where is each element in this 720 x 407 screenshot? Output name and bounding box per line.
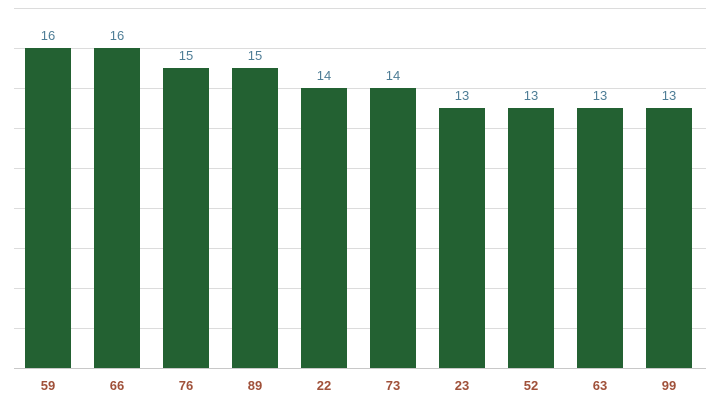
- value-label: 14: [386, 68, 400, 83]
- value-label: 15: [248, 48, 262, 63]
- x-tick-label: 73: [386, 378, 400, 393]
- x-tick-label: 99: [662, 378, 676, 393]
- value-label: 13: [593, 88, 607, 103]
- value-label: 16: [110, 28, 124, 43]
- value-label: 13: [524, 88, 538, 103]
- x-axis-labels: 59 66 76 89 22 73 23 52 63 99: [41, 378, 676, 393]
- value-label: 15: [179, 48, 193, 63]
- value-label: 13: [662, 88, 676, 103]
- x-tick-label: 63: [593, 378, 607, 393]
- value-labels: 16 16 15 15 14 14 13 13 13 13: [41, 28, 676, 103]
- bars: [25, 48, 692, 368]
- bar-66: [94, 48, 140, 368]
- x-tick-label: 89: [248, 378, 262, 393]
- bar-63: [577, 108, 623, 368]
- x-tick-label: 23: [455, 378, 469, 393]
- bar-22: [301, 88, 347, 368]
- bar-76: [163, 68, 209, 368]
- x-tick-label: 59: [41, 378, 55, 393]
- x-tick-label: 76: [179, 378, 193, 393]
- x-tick-label: 22: [317, 378, 331, 393]
- bar-99: [646, 108, 692, 368]
- x-tick-label: 66: [110, 378, 124, 393]
- bar-73: [370, 88, 416, 368]
- bar-59: [25, 48, 71, 368]
- x-tick-label: 52: [524, 378, 538, 393]
- bar-52: [508, 108, 554, 368]
- bar-23: [439, 108, 485, 368]
- value-label: 13: [455, 88, 469, 103]
- value-label: 14: [317, 68, 331, 83]
- bar-89: [232, 68, 278, 368]
- value-label: 16: [41, 28, 55, 43]
